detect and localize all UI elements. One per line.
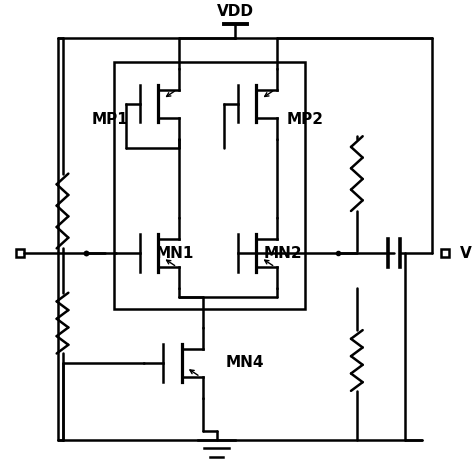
Text: MN1: MN1 [156, 246, 194, 261]
Text: MP1: MP1 [91, 112, 128, 128]
Text: VDD: VDD [217, 4, 254, 19]
Text: MN4: MN4 [226, 356, 264, 370]
Text: MP2: MP2 [287, 112, 324, 128]
Bar [114, 62, 305, 309]
Bar [16, 249, 24, 257]
Text: MN2: MN2 [264, 246, 302, 261]
Bar [441, 249, 449, 257]
Text: V: V [460, 246, 471, 261]
